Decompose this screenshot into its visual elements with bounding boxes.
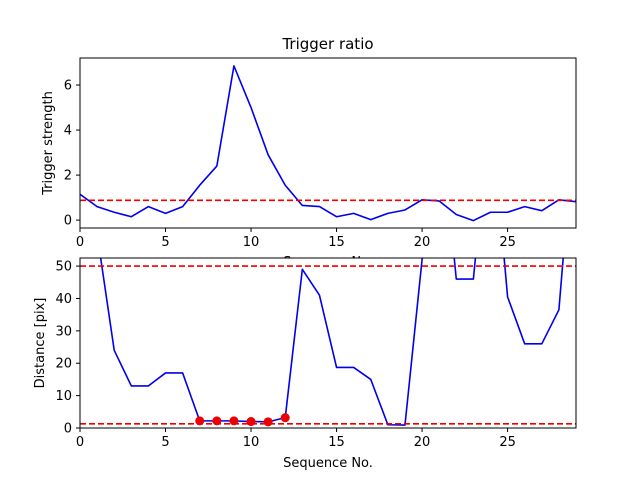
series-line-1 (80, 65, 576, 222)
x-tick-label: 5 (161, 435, 169, 450)
y-tick-label: 20 (55, 357, 72, 372)
y-tick-label: 2 (64, 169, 72, 184)
axes-background-bottom (80, 258, 576, 428)
x-tick-label: 10 (243, 435, 260, 450)
marker-point (280, 413, 290, 423)
marker-point (263, 417, 273, 427)
marker-point (195, 416, 205, 426)
x-tick-label: 25 (499, 435, 516, 450)
ticks-top: 0 5 10 15 20 25 0 2 4 6 (64, 79, 516, 250)
chart-title: Trigger ratio (281, 35, 373, 53)
axes-frame-bottom (79, 257, 577, 429)
x-tick-label: 0 (76, 435, 84, 450)
distance-plot: 0 5 10 15 20 25 0 10 20 30 40 50 Sequence No. Dista… (33, 257, 577, 471)
y-axis-label-bottom: Distance [pix] (33, 298, 48, 389)
x-tick-label: 20 (414, 435, 431, 450)
y-tick-label: 0 (64, 214, 72, 229)
y-tick-label: 0 (64, 422, 72, 437)
ticks-bottom: 0 5 10 15 20 25 0 10 20 30 40 50 (55, 260, 515, 450)
plot-area-top (80, 65, 576, 222)
marker-point (212, 416, 222, 426)
y-tick-label: 10 (55, 389, 72, 404)
series-line-1 (99, 258, 565, 426)
marker-point (246, 417, 256, 427)
y-tick-label: 40 (55, 292, 72, 307)
x-axis-label-bottom: Sequence No. (283, 456, 373, 471)
y-axis-label-top: Trigger strength (41, 91, 56, 196)
x-tick-label: 10 (243, 235, 260, 250)
x-tick-label: 5 (161, 235, 169, 250)
y-tick-label: 50 (55, 260, 72, 275)
plot-area-bottom (80, 258, 576, 427)
x-tick-label: 25 (499, 235, 516, 250)
axes-frame-top (79, 57, 577, 229)
x-tick-label: 15 (328, 435, 345, 450)
y-tick-label: 4 (64, 124, 72, 139)
y-tick-label: 6 (64, 79, 72, 94)
x-tick-label: 15 (328, 235, 345, 250)
x-tick-label: 0 (76, 235, 84, 250)
x-tick-label: 20 (414, 235, 431, 250)
y-tick-label: 30 (55, 324, 72, 339)
marker-point (229, 416, 239, 426)
